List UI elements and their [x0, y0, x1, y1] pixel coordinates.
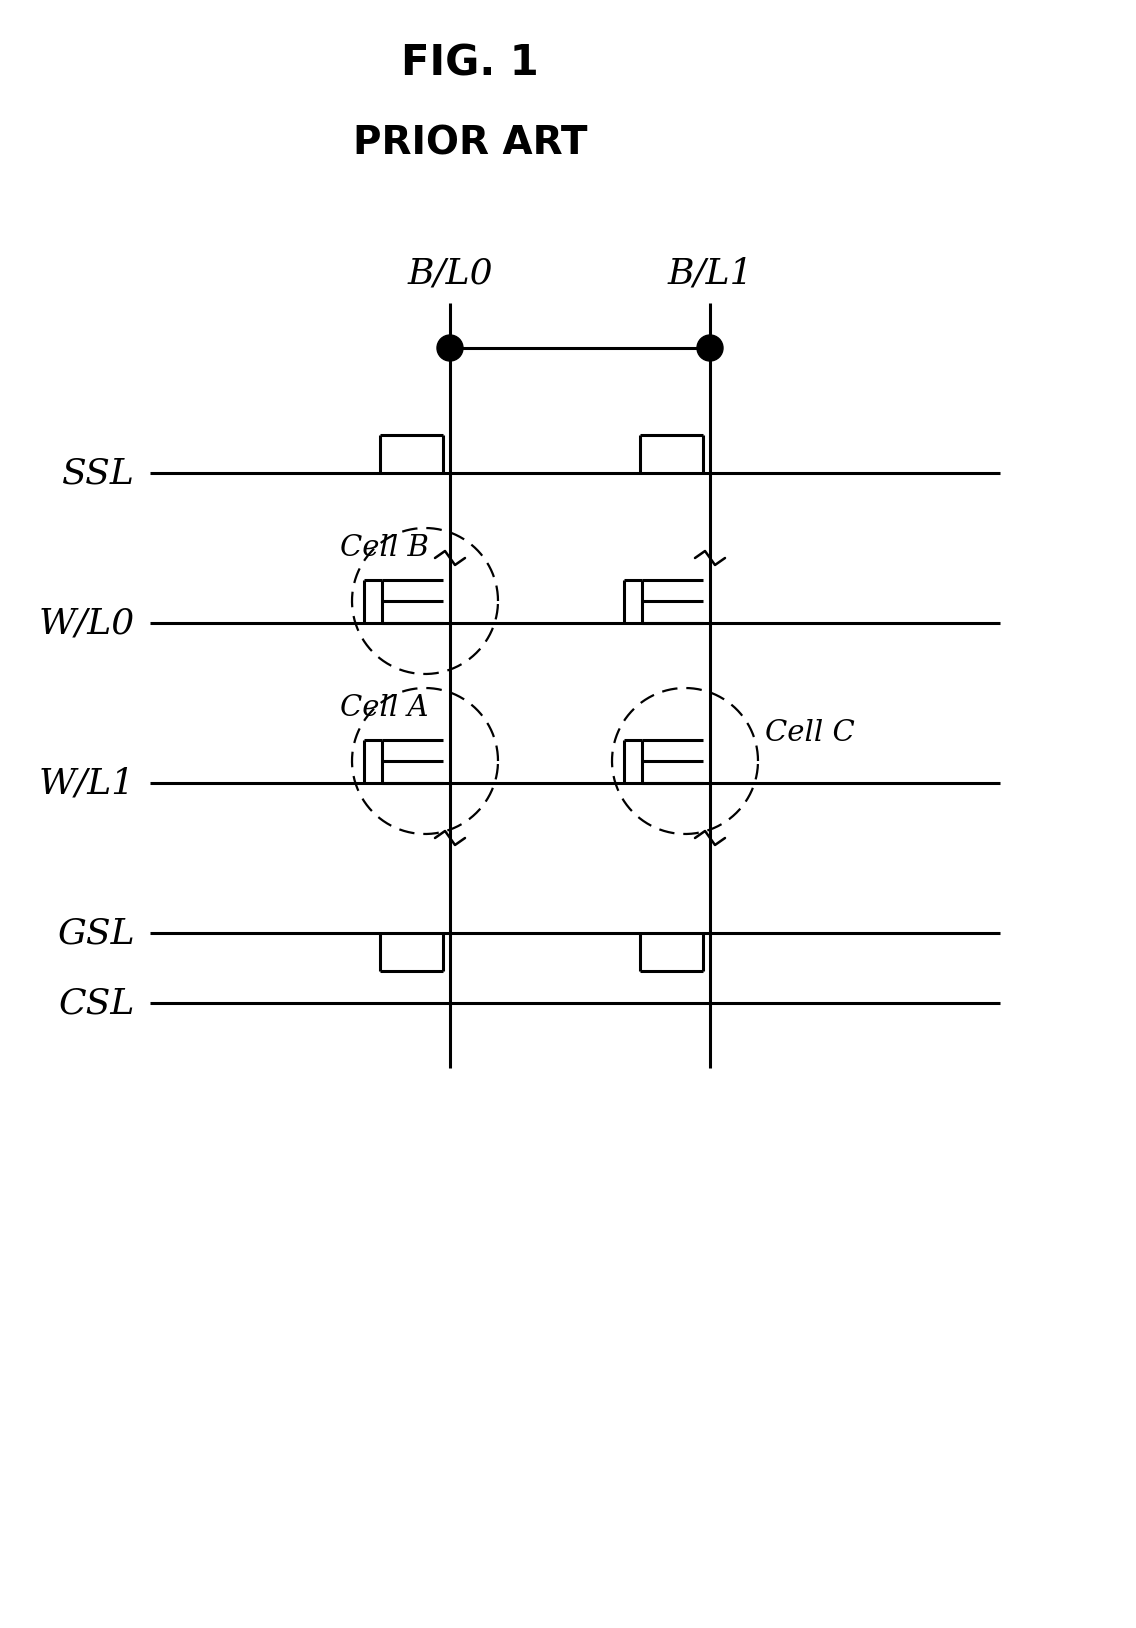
- Circle shape: [437, 335, 463, 361]
- Text: Cell B: Cell B: [340, 534, 429, 562]
- Text: SSL: SSL: [62, 456, 135, 490]
- Text: Cell A: Cell A: [340, 694, 428, 721]
- Text: PRIOR ART: PRIOR ART: [353, 124, 587, 163]
- Text: FIG. 1: FIG. 1: [401, 42, 538, 85]
- Text: W/L0: W/L0: [39, 606, 135, 640]
- Text: CSL: CSL: [59, 987, 135, 1021]
- Text: W/L1: W/L1: [39, 767, 135, 799]
- Text: B/L1: B/L1: [667, 256, 753, 290]
- Text: B/L0: B/L0: [407, 256, 493, 290]
- Circle shape: [698, 335, 722, 361]
- Text: Cell C: Cell C: [765, 720, 854, 747]
- Text: GSL: GSL: [58, 917, 135, 951]
